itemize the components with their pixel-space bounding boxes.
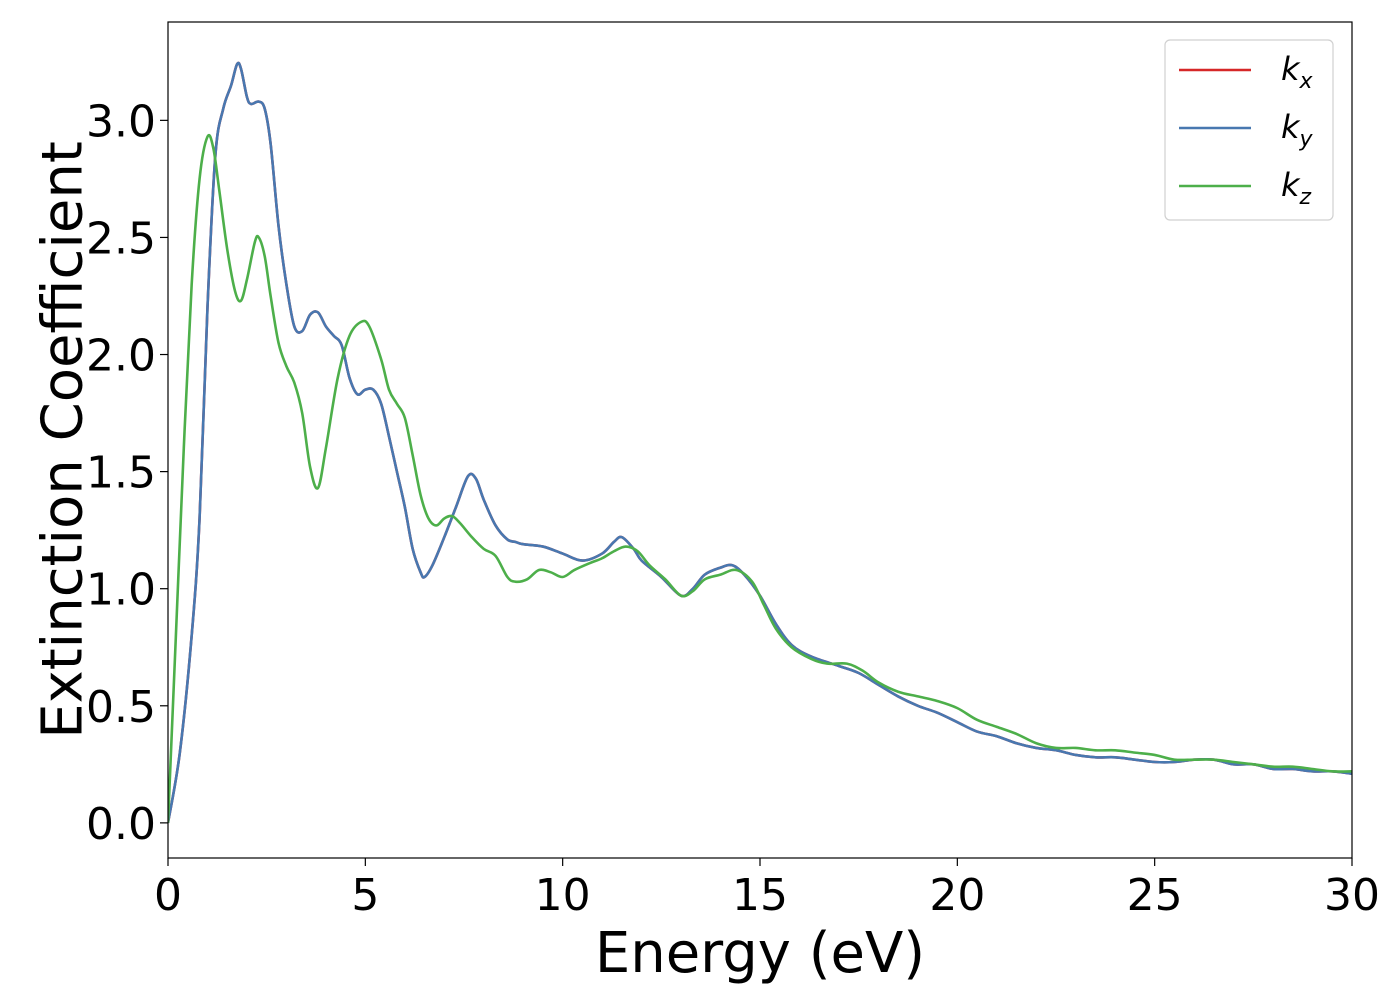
x-tick-label: 5 <box>351 870 379 921</box>
legend-box <box>1164 39 1334 221</box>
series-layer <box>168 61 1352 824</box>
y-tick-label: 1.0 <box>86 565 156 616</box>
x-tick-label: 20 <box>929 870 985 921</box>
x-axis: 0 5 10 15 20 25 30 <box>154 858 1380 921</box>
x-tick-label: 10 <box>535 870 591 921</box>
legend-label-k-z: kz <box>1281 166 1312 210</box>
y-tick-label: 2.5 <box>86 213 156 264</box>
y-tick-label: 1.5 <box>86 448 156 499</box>
y-axis-label: Extinction Coefficient <box>31 141 96 739</box>
x-tick-label: 25 <box>1127 870 1183 921</box>
y-tick-label: 2.0 <box>86 331 156 382</box>
legend-label-k-x: kx <box>1281 50 1314 94</box>
y-tick-label: 3.0 <box>86 96 156 147</box>
y-axis: 0.0 0.5 1.0 1.5 2.0 2.5 3.0 <box>86 96 168 850</box>
legend: kx ky kz <box>1164 39 1334 221</box>
x-tick-label: 30 <box>1324 870 1380 921</box>
legend-label-k-y: ky <box>1281 108 1314 152</box>
y-tick-label: 0.5 <box>86 682 156 733</box>
x-tick-label: 15 <box>732 870 788 921</box>
series-line-k-y <box>168 61 1352 824</box>
y-tick-label: 0.0 <box>86 799 156 850</box>
x-tick-label: 0 <box>154 870 182 921</box>
series-line-k-z <box>168 133 1352 823</box>
x-axis-label: Energy (eV) <box>595 921 925 986</box>
